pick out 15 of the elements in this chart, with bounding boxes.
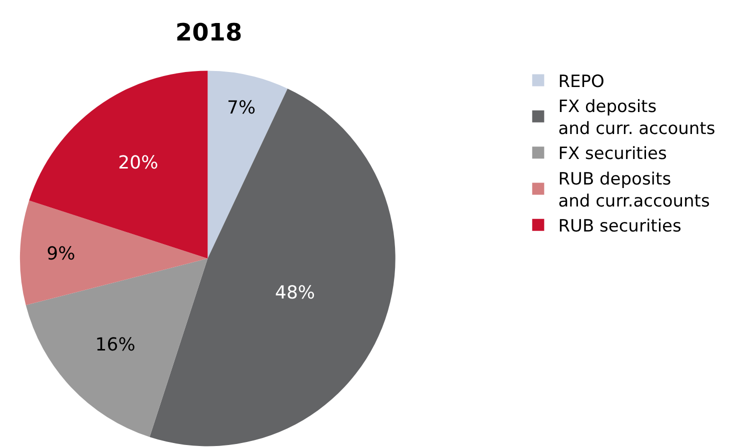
legend-label: REPO bbox=[558, 72, 604, 92]
pie-slice bbox=[29, 70, 208, 258]
pie-slice bbox=[20, 200, 208, 306]
pie-slice bbox=[26, 258, 208, 438]
data-label: 7% bbox=[226, 98, 256, 119]
legend-label: FX securities bbox=[558, 144, 668, 164]
legend-label: RUB securities bbox=[558, 216, 682, 236]
data-label: 16% bbox=[95, 334, 136, 356]
data-label: 20% bbox=[118, 152, 158, 174]
legend-label: RUB deposits and curr.accounts bbox=[558, 169, 710, 212]
chart-title: 2018 bbox=[175, 18, 242, 46]
legend-label: FX deposits and curr. accounts bbox=[558, 97, 716, 140]
pie-slice bbox=[208, 70, 288, 258]
data-label: 9% bbox=[46, 243, 76, 264]
data-label: 48% bbox=[274, 282, 316, 304]
